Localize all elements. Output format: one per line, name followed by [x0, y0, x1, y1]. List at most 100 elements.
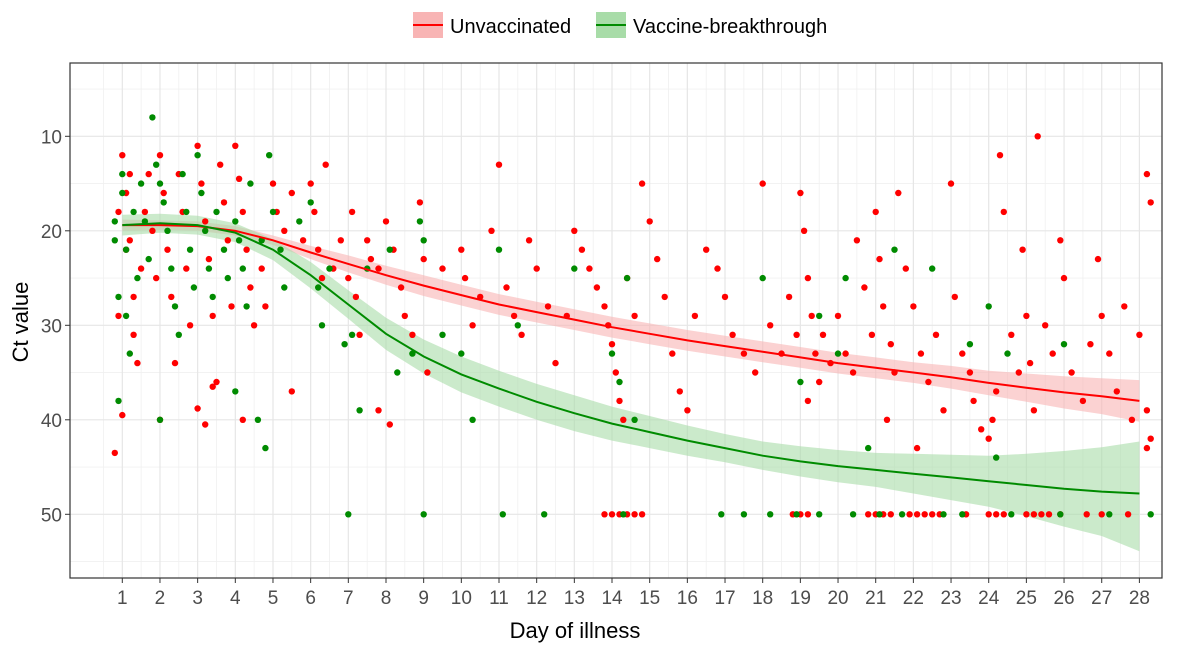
data-point-unvaccinated [217, 161, 224, 168]
data-point-unvaccinated [970, 397, 977, 405]
data-point-breakthrough [759, 274, 766, 282]
data-point-breakthrough [156, 180, 164, 187]
data-point-unvaccinated [375, 407, 382, 414]
data-point-unvaccinated [156, 152, 164, 159]
data-point-unvaccinated [902, 265, 909, 272]
data-point-unvaccinated [205, 255, 213, 263]
data-point-unvaccinated [910, 303, 917, 310]
x-tick-label: 19 [790, 588, 811, 609]
data-point-breakthrough [1004, 350, 1011, 357]
data-point-unvaccinated [638, 180, 646, 187]
x-tick-label: 13 [564, 588, 585, 609]
x-tick-label: 5 [268, 588, 279, 609]
data-point-unvaccinated [488, 227, 495, 234]
data-point-unvaccinated [469, 322, 476, 329]
data-point-breakthrough [153, 161, 160, 168]
data-point-breakthrough [171, 303, 179, 310]
data-point-unvaccinated [1030, 407, 1038, 414]
data-point-breakthrough [631, 416, 638, 423]
data-point-breakthrough [865, 444, 872, 452]
data-point-breakthrough [111, 237, 119, 244]
x-tick-label: 1 [117, 588, 128, 609]
data-point-unvaccinated [364, 237, 371, 244]
data-point-breakthrough [160, 199, 167, 206]
data-point-unvaccinated [1034, 133, 1041, 140]
data-point-unvaccinated [224, 237, 231, 244]
data-point-unvaccinated [397, 284, 405, 291]
data-point-breakthrough [175, 331, 182, 338]
data-point-breakthrough [134, 274, 141, 282]
data-point-unvaccinated [250, 322, 258, 329]
data-point-unvaccinated [571, 227, 578, 234]
y-tick-label: 30 [41, 316, 62, 337]
data-point-unvaccinated [243, 246, 250, 253]
data-point-unvaccinated [593, 284, 601, 291]
x-tick-label: 26 [1053, 588, 1074, 609]
data-point-unvaccinated [1143, 170, 1151, 178]
data-point-breakthrough [318, 322, 326, 329]
data-point-unvaccinated [612, 369, 619, 376]
data-point-breakthrough [623, 274, 631, 282]
data-point-unvaccinated [1042, 322, 1049, 329]
data-point-unvaccinated [1136, 331, 1143, 338]
y-tick-label: 20 [41, 222, 62, 243]
data-point-breakthrough [164, 227, 171, 234]
data-point-unvaccinated [1143, 407, 1151, 414]
data-point-unvaccinated [917, 350, 925, 357]
data-point-breakthrough [115, 397, 122, 405]
data-point-breakthrough [345, 511, 352, 518]
data-point-breakthrough [458, 350, 465, 357]
data-point-breakthrough [224, 274, 231, 282]
data-point-breakthrough [514, 322, 521, 329]
data-point-unvaccinated [375, 265, 382, 272]
data-point-unvaccinated [337, 237, 344, 244]
data-point-breakthrough [386, 246, 393, 253]
data-point-unvaccinated [1008, 331, 1015, 338]
data-point-unvaccinated [993, 388, 1000, 395]
x-axis-title: Day of illness [510, 618, 641, 643]
x-tick-label: 7 [343, 588, 354, 609]
data-point-breakthrough [394, 369, 401, 376]
y-tick-label: 40 [41, 411, 62, 432]
data-point-unvaccinated [510, 312, 518, 320]
data-point-unvaccinated [1015, 369, 1022, 376]
data-point-unvaccinated [808, 312, 815, 320]
data-point-unvaccinated [1098, 312, 1105, 320]
data-point-unvaccinated [1113, 388, 1121, 395]
data-point-unvaccinated [461, 274, 469, 282]
data-point-unvaccinated [171, 359, 179, 367]
data-point-breakthrough [740, 511, 748, 518]
data-point-breakthrough [1057, 511, 1064, 518]
data-point-breakthrough [119, 170, 126, 178]
data-point-unvaccinated [1106, 350, 1113, 357]
x-tick-label: 22 [903, 588, 924, 609]
data-point-unvaccinated [145, 170, 152, 178]
data-point-unvaccinated [849, 369, 857, 376]
data-point-breakthrough [307, 199, 314, 206]
data-point-unvaccinated [352, 293, 360, 301]
data-point-unvaccinated [1068, 369, 1075, 376]
data-point-unvaccinated [382, 218, 390, 225]
data-point-breakthrough [541, 511, 548, 518]
data-point-unvaccinated [669, 350, 676, 357]
data-point-unvaccinated [752, 369, 759, 376]
data-point-breakthrough [194, 152, 201, 159]
data-point-unvaccinated [865, 511, 872, 518]
data-point-unvaccinated [654, 255, 661, 263]
data-point-unvaccinated [684, 407, 691, 414]
data-point-breakthrough [186, 246, 194, 253]
data-point-unvaccinated [1087, 341, 1094, 348]
data-point-breakthrough [235, 237, 243, 244]
data-point-breakthrough [269, 208, 277, 216]
legend: Unvaccinated Vaccine-breakthrough [413, 12, 827, 38]
data-point-breakthrough [190, 284, 198, 291]
data-point-unvaccinated [228, 303, 235, 310]
data-point-unvaccinated [119, 152, 126, 159]
data-point-breakthrough [179, 170, 186, 178]
data-point-breakthrough [122, 246, 130, 253]
data-point-unvaccinated [198, 180, 205, 187]
data-point-unvaccinated [895, 189, 902, 197]
data-point-unvaccinated [1049, 350, 1056, 357]
data-point-unvaccinated [620, 416, 627, 423]
data-point-unvaccinated [578, 246, 586, 253]
